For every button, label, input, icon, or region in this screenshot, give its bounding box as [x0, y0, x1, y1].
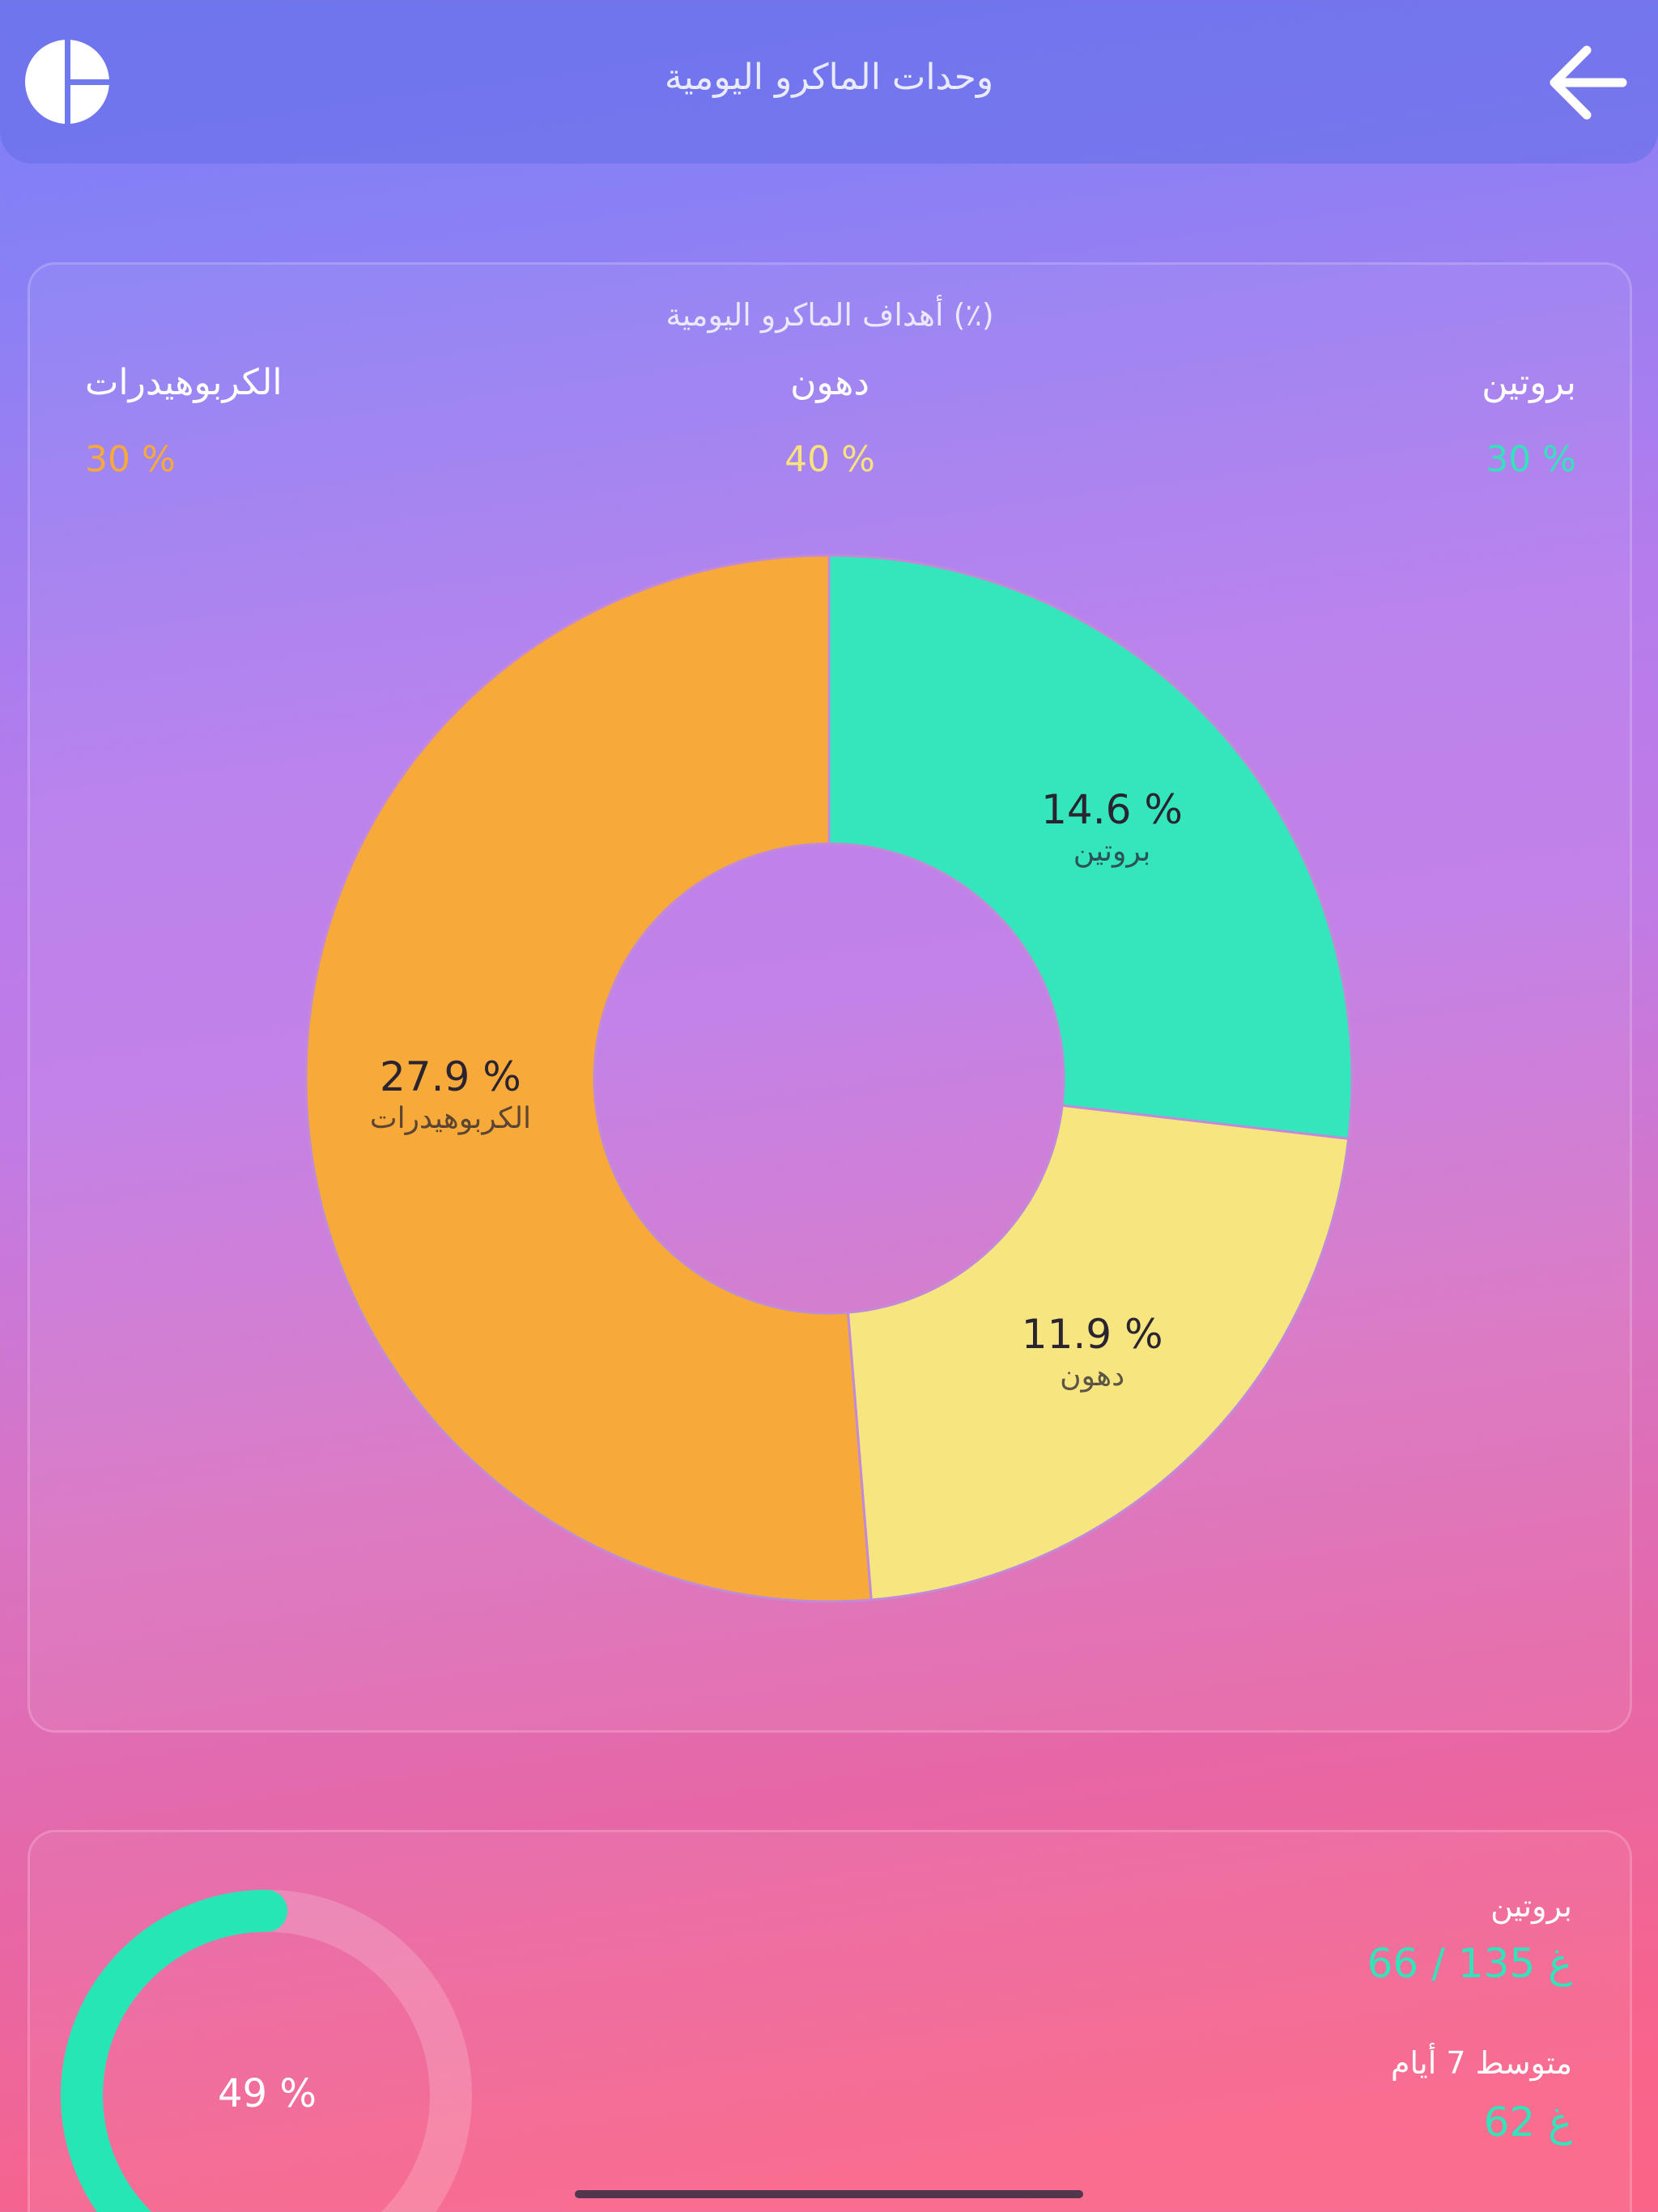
goal-fat: دهون 40 %	[636, 362, 1024, 480]
goal-protein: بروتين 30 %	[1188, 362, 1576, 480]
slice-name: بروتين	[1073, 834, 1151, 868]
back-arrow-icon[interactable]	[1538, 32, 1639, 133]
donut-slice-1	[846, 1104, 1350, 1602]
goal-value: 30 %	[85, 439, 176, 480]
protein-label: بروتين	[1490, 1888, 1572, 1924]
goal-name: دهون	[790, 362, 869, 403]
slice-name: دهون	[1060, 1359, 1125, 1393]
donut-slice-label: 27.9 % الكربوهيدرات	[304, 1053, 596, 1135]
macro-donut-chart	[304, 554, 1354, 1603]
seven-day-average-label: متوسط 7 أيام	[1391, 2045, 1572, 2081]
slice-percent: 27.9 %	[380, 1053, 521, 1100]
progress-percent-label: 49 %	[218, 2071, 317, 2116]
ring-progress-arc	[61, 1890, 287, 2212]
protein-summary-card	[28, 1830, 1632, 2212]
donut-slice-2	[304, 554, 873, 1603]
page-title: وحدات الماكرو اليومية	[664, 57, 994, 98]
slice-percent: 11.9 %	[1021, 1310, 1163, 1358]
app-logo-icon	[25, 39, 110, 125]
home-indicator	[575, 2190, 1083, 2198]
protein-progress-ring	[61, 1890, 472, 2212]
protein-value: 66 / 135 غ	[1367, 1940, 1572, 1987]
goal-value: 30 %	[1486, 439, 1576, 480]
donut-slice-label: 14.6 % بروتين	[966, 786, 1257, 868]
top-bar: وحدات الماكرو اليومية	[0, 0, 1658, 164]
slice-percent: 14.6 %	[1041, 785, 1183, 833]
card-title: أهداف الماكرو اليومية (٪)	[665, 297, 994, 333]
goal-value: 40 %	[784, 439, 875, 480]
donut-slice-0	[827, 554, 1354, 1141]
donut-slice-label: 11.9 % دهون	[946, 1311, 1238, 1393]
slice-name: الكربوهيدرات	[369, 1101, 532, 1135]
seven-day-average-value: 62 غ	[1483, 2099, 1572, 2146]
goal-carbs: الكربوهيدرات 30 %	[85, 362, 474, 480]
goal-name: الكربوهيدرات	[85, 362, 283, 403]
goal-name: بروتين	[1482, 362, 1576, 403]
